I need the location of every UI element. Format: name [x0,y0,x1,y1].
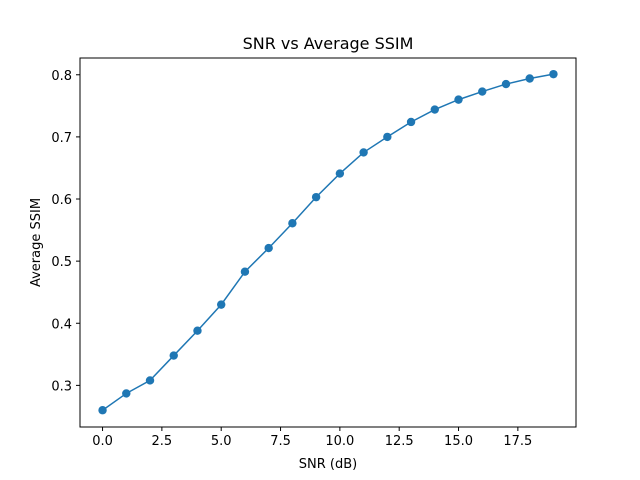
chart-title: SNR vs Average SSIM [243,34,414,53]
x-axis: 0.0 2.5 5.0 7.5 10.0 12.5 15.0 17.5 [92,427,532,449]
y-tick-label: 0.7 [51,131,72,146]
y-axis: 0.3 0.4 0.5 0.6 0.7 0.8 [51,69,80,394]
x-tick-label: 5.0 [211,434,232,449]
data-point [335,169,345,178]
data-point [122,389,131,398]
y-tick-label: 0.3 [51,379,72,394]
data-point [454,95,463,104]
data-point [501,79,511,89]
x-axis-label: SNR (dB) [299,457,357,472]
data-point [288,219,297,228]
y-tick-label: 0.4 [51,317,72,332]
x-tick-label: 10.0 [325,434,354,449]
data-point [549,69,558,79]
data-point [311,192,321,202]
y-tick-label: 0.6 [51,193,72,208]
x-tick-label: 7.5 [270,434,291,449]
data-point [169,351,178,360]
data-point [359,148,368,157]
x-tick-label: 0.0 [92,434,113,449]
x-tick-label: 17.5 [503,434,532,449]
data-point [145,376,155,385]
series-line [102,73,554,411]
data-point [525,74,534,83]
data-point [193,326,202,335]
data-point [430,105,439,114]
data-point [98,406,107,415]
data-point [478,87,487,96]
data-point [240,267,250,276]
plot-area [98,69,558,415]
data-point [383,132,392,142]
x-tick-label: 12.5 [385,434,414,449]
y-axis-label: Average SSIM [29,198,44,287]
x-tick-label: 2.5 [152,434,173,449]
data-point [406,117,416,127]
data-point [217,300,226,309]
y-tick-label: 0.8 [51,69,72,84]
axes-frame [79,57,577,428]
x-tick-label: 15.0 [444,434,473,449]
y-tick-label: 0.5 [51,255,72,270]
data-point [264,243,273,253]
